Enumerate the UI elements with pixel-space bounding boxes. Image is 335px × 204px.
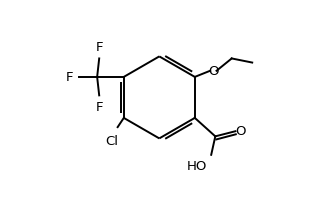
Text: O: O: [235, 124, 246, 137]
Text: F: F: [95, 101, 103, 114]
Text: O: O: [208, 65, 218, 78]
Text: F: F: [95, 41, 103, 54]
Text: Cl: Cl: [105, 135, 118, 147]
Text: HO: HO: [187, 159, 207, 172]
Text: F: F: [66, 71, 74, 84]
